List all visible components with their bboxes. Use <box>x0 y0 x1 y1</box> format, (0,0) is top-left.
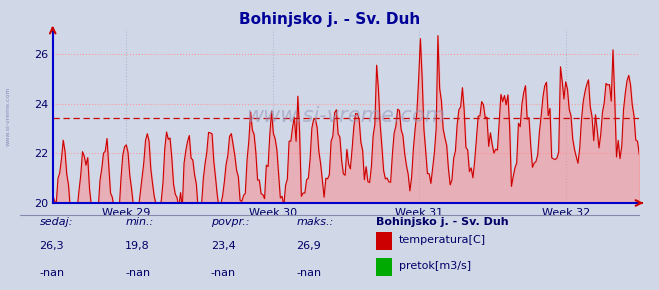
Text: -nan: -nan <box>125 268 150 278</box>
Text: 23,4: 23,4 <box>211 241 236 251</box>
Text: 19,8: 19,8 <box>125 241 150 251</box>
Text: www.si-vreme.com: www.si-vreme.com <box>5 86 11 146</box>
Text: temperatura[C]: temperatura[C] <box>399 235 486 245</box>
Text: www.si-vreme.com: www.si-vreme.com <box>246 106 445 126</box>
Text: maks.:: maks.: <box>297 217 334 227</box>
Text: -nan: -nan <box>211 268 236 278</box>
Text: Bohinjsko j. - Sv. Duh: Bohinjsko j. - Sv. Duh <box>376 217 508 227</box>
Text: povpr.:: povpr.: <box>211 217 249 227</box>
Text: pretok[m3/s]: pretok[m3/s] <box>399 262 471 271</box>
Text: 26,9: 26,9 <box>297 241 322 251</box>
Text: -nan: -nan <box>297 268 322 278</box>
FancyBboxPatch shape <box>376 258 392 276</box>
Text: min.:: min.: <box>125 217 154 227</box>
Text: -nan: -nan <box>40 268 65 278</box>
Text: Bohinjsko j. - Sv. Duh: Bohinjsko j. - Sv. Duh <box>239 12 420 27</box>
FancyBboxPatch shape <box>376 232 392 250</box>
Text: sedaj:: sedaj: <box>40 217 73 227</box>
Text: 26,3: 26,3 <box>40 241 64 251</box>
